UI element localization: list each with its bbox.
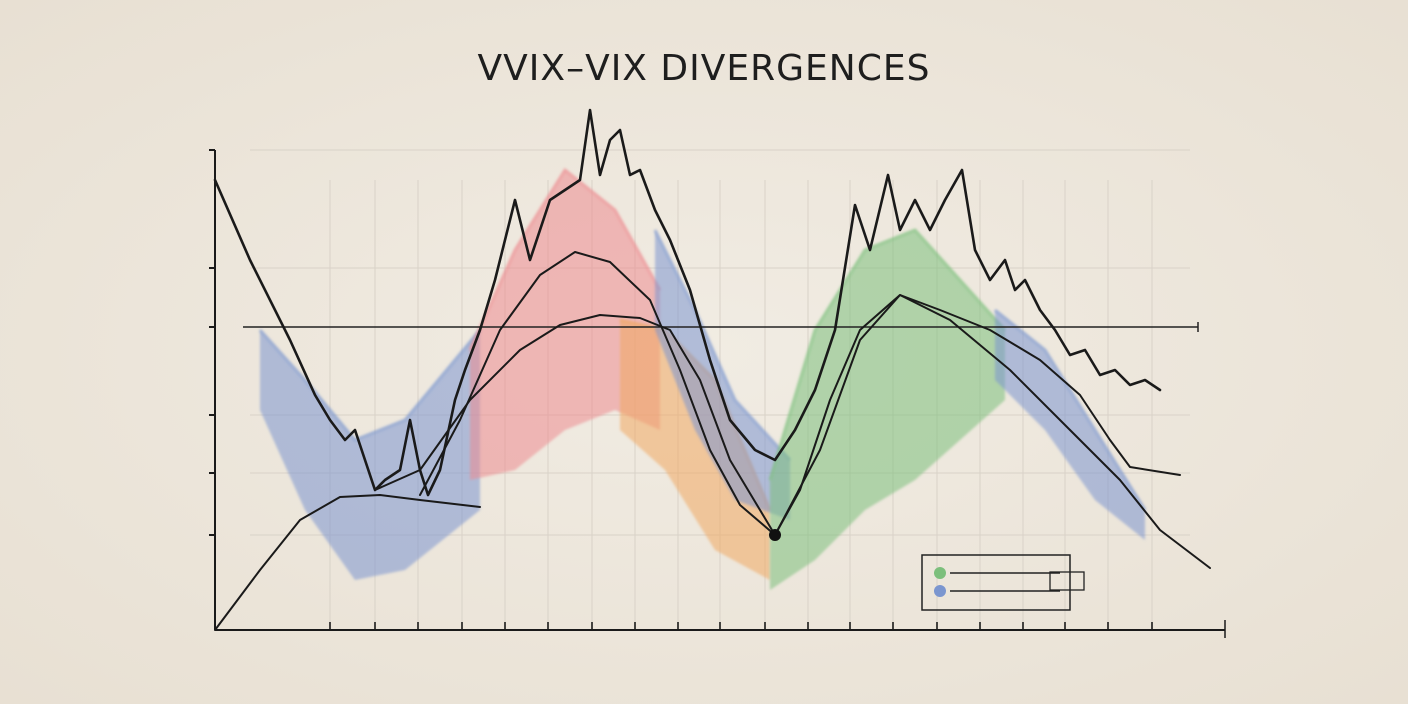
line bbox=[213, 108, 1162, 497]
band-area bbox=[770, 230, 1005, 590]
band-edge bbox=[258, 328, 482, 442]
point bbox=[769, 529, 781, 541]
band-edge bbox=[768, 228, 1007, 481]
legend-tab bbox=[1049, 571, 1085, 591]
lines bbox=[213, 108, 1211, 631]
band-edge bbox=[653, 229, 792, 462]
band-area bbox=[995, 310, 1145, 540]
legend-swatch bbox=[934, 567, 946, 579]
legend bbox=[921, 554, 1085, 611]
band-edge bbox=[994, 308, 1147, 511]
legend-box bbox=[921, 554, 1071, 611]
line bbox=[774, 294, 1211, 569]
chart-title: VVIX–VIX DIVERGENCES bbox=[478, 48, 931, 89]
axes bbox=[209, 149, 1226, 638]
line bbox=[214, 494, 481, 631]
line bbox=[374, 314, 776, 536]
band-area bbox=[620, 320, 770, 580]
legend-swatch bbox=[934, 585, 946, 597]
band-edge bbox=[468, 167, 662, 351]
